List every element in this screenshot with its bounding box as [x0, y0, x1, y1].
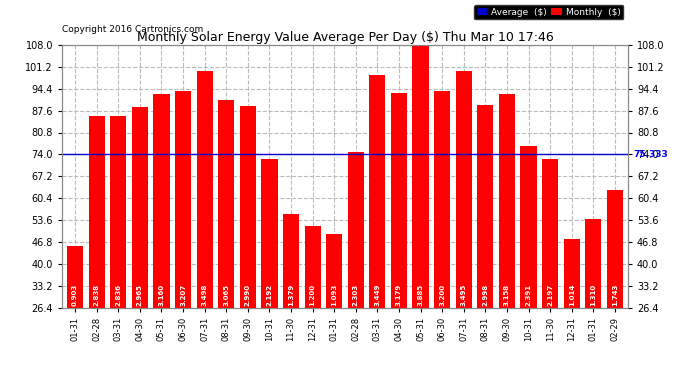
- Text: 2.197: 2.197: [547, 284, 553, 306]
- Bar: [110, 116, 126, 308]
- Text: 1.200: 1.200: [310, 284, 315, 306]
- Bar: [326, 234, 342, 308]
- Bar: [304, 226, 321, 308]
- Text: 3.160: 3.160: [159, 284, 164, 306]
- Bar: [153, 94, 170, 308]
- Bar: [477, 105, 493, 308]
- Text: 3.179: 3.179: [396, 284, 402, 306]
- Text: 3.498: 3.498: [201, 284, 208, 306]
- Text: 3.065: 3.065: [224, 284, 229, 306]
- Bar: [413, 45, 428, 308]
- Bar: [197, 71, 213, 308]
- Bar: [542, 159, 558, 308]
- Bar: [88, 116, 105, 308]
- Text: 1.014: 1.014: [569, 284, 575, 306]
- Bar: [218, 100, 235, 308]
- Bar: [520, 146, 537, 308]
- Text: 1.743: 1.743: [612, 284, 618, 306]
- Text: 3.200: 3.200: [439, 284, 445, 306]
- Text: 2.838: 2.838: [94, 284, 99, 306]
- Text: 2.990: 2.990: [245, 284, 251, 306]
- Bar: [369, 75, 386, 308]
- Bar: [434, 92, 451, 308]
- Bar: [499, 94, 515, 308]
- Text: 3.449: 3.449: [375, 284, 380, 306]
- Bar: [585, 219, 602, 308]
- Text: 1.379: 1.379: [288, 284, 294, 306]
- Bar: [132, 107, 148, 308]
- Bar: [564, 239, 580, 308]
- Bar: [283, 214, 299, 308]
- Bar: [262, 159, 277, 308]
- Bar: [239, 105, 256, 308]
- Text: 75.333: 75.333: [633, 150, 669, 159]
- Text: 2.391: 2.391: [526, 284, 531, 306]
- Text: 2.965: 2.965: [137, 284, 143, 306]
- Bar: [391, 93, 407, 308]
- Text: 2.998: 2.998: [482, 284, 489, 306]
- Text: 3.495: 3.495: [461, 284, 466, 306]
- Bar: [455, 71, 472, 308]
- Text: 3.885: 3.885: [417, 284, 424, 306]
- Text: 2.192: 2.192: [266, 284, 273, 306]
- Text: Copyright 2016 Cartronics.com: Copyright 2016 Cartronics.com: [62, 26, 204, 34]
- Legend: Average  ($), Monthly  ($): Average ($), Monthly ($): [474, 5, 623, 19]
- Bar: [607, 190, 623, 308]
- Text: 3.158: 3.158: [504, 284, 510, 306]
- Text: 2.836: 2.836: [115, 284, 121, 306]
- Text: 1.093: 1.093: [331, 284, 337, 306]
- Text: 0.903: 0.903: [72, 284, 78, 306]
- Text: 2.303: 2.303: [353, 284, 359, 306]
- Text: 1.310: 1.310: [591, 284, 596, 306]
- Bar: [348, 152, 364, 308]
- Bar: [175, 91, 191, 308]
- Title: Monthly Solar Energy Value Average Per Day ($) Thu Mar 10 17:46: Monthly Solar Energy Value Average Per D…: [137, 31, 553, 44]
- Bar: [67, 246, 83, 308]
- Text: 3.207: 3.207: [180, 284, 186, 306]
